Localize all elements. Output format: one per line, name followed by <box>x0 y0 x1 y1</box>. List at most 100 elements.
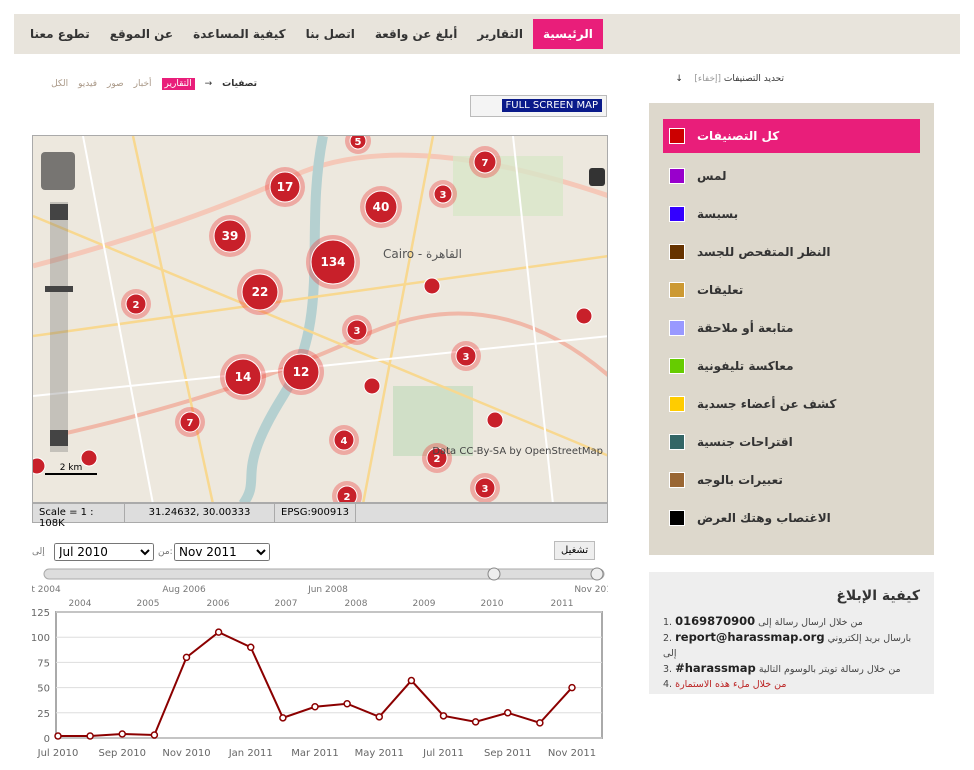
category[interactable]: متابعة أو ملاحقة <box>663 309 920 347</box>
cluster <box>269 171 301 203</box>
report-dot <box>575 307 593 325</box>
category-swatch <box>669 320 685 336</box>
year-label: 2010 <box>481 599 504 609</box>
year-label: 2005 <box>137 599 160 609</box>
nav-link[interactable]: تطوع معنا <box>30 27 90 41</box>
cluster-label: 3 <box>440 190 447 201</box>
how-text: بارسال بريد إلكتروني إلى <box>663 633 912 659</box>
point <box>504 709 512 717</box>
category-swatch <box>669 396 685 412</box>
y-tick-label: 100 <box>32 633 50 644</box>
x-tick-label: Sep 2010 <box>99 748 146 759</box>
point <box>439 712 448 720</box>
category-label: متابعة أو ملاحقة <box>697 321 794 335</box>
cluster <box>346 319 368 341</box>
slider-track <box>43 568 605 580</box>
cluster <box>455 345 477 367</box>
city-label: Cairo - القاهرة <box>383 247 462 262</box>
nav-link[interactable]: اتصل بنا <box>305 27 355 41</box>
plot-area <box>55 611 603 739</box>
year-label: 2008 <box>345 599 368 609</box>
category[interactable]: بسبسة <box>663 195 920 233</box>
slider-handle[interactable] <box>487 567 501 581</box>
to-select[interactable]: Jul 2010 <box>54 543 154 561</box>
x-tick-label: Jul 2010 <box>37 748 79 759</box>
category[interactable]: اقتراحات جنسية <box>663 423 920 461</box>
from-select[interactable]: Nov 2011 <box>174 543 270 561</box>
filters: تصفيات → التقارير أخبار صور فيديو الكل <box>32 78 257 90</box>
x-tick-label: Nov 2011 <box>548 748 596 759</box>
category-label: كشف عن أعضاء جسدية <box>697 397 837 411</box>
slider-handle[interactable] <box>590 567 604 581</box>
filter-title: تصفيات <box>222 79 257 89</box>
cluster-label: 2 <box>133 300 140 311</box>
category[interactable]: الاغتصاب وهتك العرض <box>663 499 920 537</box>
cluster-label: 2 <box>344 492 351 503</box>
cluster-label: 5 <box>355 137 362 148</box>
how-strong: #harassmap <box>675 661 756 675</box>
year-label: 2011 <box>551 599 574 609</box>
how-item: 4. من خلال ملء هذه الاستمارة <box>663 679 787 690</box>
filter-item[interactable]: أخبار <box>133 79 152 89</box>
category[interactable]: كل التصنيفات <box>663 119 920 153</box>
year-label: 2004 <box>69 599 92 609</box>
point <box>311 703 319 711</box>
x-tick-label: Jul 2011 <box>422 748 464 759</box>
nav-bar: الرئيسية التقارير أبلغ عن واقعة اتصل بنا كيف… <box>14 14 960 54</box>
how-text[interactable]: من خلال ملء هذه الاستمارة <box>675 679 787 690</box>
nav-link[interactable]: أبلغ عن واقعة <box>374 27 458 41</box>
category-label: بسبسة <box>697 207 739 221</box>
cluster <box>433 184 453 204</box>
fullscreen-button[interactable]: FULL SCREEN MAP <box>470 95 607 117</box>
cluster <box>125 293 147 315</box>
cluster-label: 3 <box>463 352 470 363</box>
how-strong: report@harassmap.org <box>675 630 825 644</box>
point <box>375 713 383 721</box>
year-label: 2009 <box>413 599 436 609</box>
toggle[interactable]: [إخفاء] <box>694 74 722 84</box>
filter-item[interactable]: التقارير <box>161 78 195 90</box>
point <box>568 683 576 692</box>
map[interactable]: 5 7 17 3 40 39 134 2 22 3 3 14 12 7 4 2 3 2 Cairo - القاهر… <box>32 135 608 503</box>
how-strong: 0169870900 <box>675 614 756 628</box>
category-swatch <box>669 206 685 222</box>
timeline-controls: إلى Jul 2010 من: Nov 2011 تشغيل <box>32 541 608 567</box>
category[interactable]: تعليقات <box>663 271 920 309</box>
filter-item[interactable]: الكل <box>51 79 69 89</box>
category[interactable]: معاكسة تليفونية <box>663 347 920 385</box>
x-tick-label: May 2011 <box>355 748 404 759</box>
nav-link[interactable]: التقارير <box>477 27 523 41</box>
how-item: 3. #harassmap من خلال رسالة تويتر بالوسو… <box>663 661 901 675</box>
cluster <box>213 219 247 253</box>
x-tick-label: Mar 2011 <box>291 748 339 759</box>
cluster-label: 7 <box>482 158 489 169</box>
category[interactable]: تعبيرات بالوجه <box>663 461 920 499</box>
to-label: إلى <box>32 547 45 557</box>
category-swatch <box>669 472 685 488</box>
nav-link[interactable]: عن الموقع <box>109 27 174 41</box>
fullscreen-label: FULL SCREEN MAP <box>501 99 602 112</box>
report-dot <box>363 377 381 395</box>
category[interactable]: النظر المتفحص للجسد <box>663 233 920 271</box>
category-label: تعليقات <box>697 283 744 297</box>
cluster <box>282 353 320 391</box>
category[interactable]: لمس <box>663 157 920 195</box>
cluster <box>333 429 355 451</box>
map-coords: 31.24632, 30.00333 <box>125 504 275 522</box>
how-text: من خلال ارسال رسالة إلى <box>758 617 863 628</box>
filter-item[interactable]: فيديو <box>78 79 98 89</box>
category[interactable]: كشف عن أعضاء جسدية <box>663 385 920 423</box>
nav-link[interactable]: كيفية المساعدة <box>193 27 286 41</box>
cluster <box>349 136 367 150</box>
attribution: Data CC-By-SA by OpenStreetMap <box>432 446 603 457</box>
cluster <box>336 485 358 502</box>
play-button[interactable]: تشغيل <box>554 541 596 560</box>
filter-item[interactable]: صور <box>107 79 124 89</box>
category-swatch <box>669 128 685 144</box>
nav-link[interactable]: الرئيسية <box>532 19 603 49</box>
point <box>247 643 255 652</box>
category-label: اقتراحات جنسية <box>697 435 793 449</box>
how-list: 1. 0169870900 من خلال ارسال رسالة إلى 2. … <box>663 614 920 692</box>
